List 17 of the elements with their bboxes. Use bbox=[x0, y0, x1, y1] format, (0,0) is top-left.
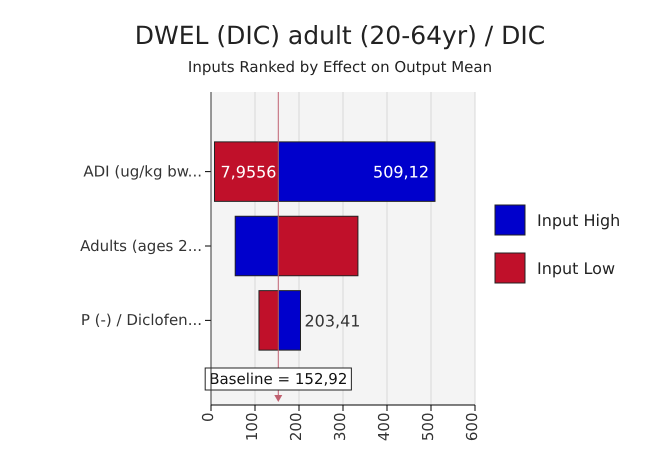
annotation: 509,12 bbox=[373, 162, 430, 182]
annotation: 7,9556 bbox=[220, 162, 276, 182]
y-tick-label: Adults (ages 2... bbox=[80, 236, 202, 255]
legend-label: Input Low bbox=[537, 259, 616, 278]
chart-subtitle: Inputs Ranked by Effect on Output Mean bbox=[188, 58, 492, 76]
y-tick-label: ADI (ug/kg bw... bbox=[83, 162, 202, 180]
x-tick-label: 400 bbox=[375, 412, 393, 442]
x-tick-label: 100 bbox=[243, 412, 261, 442]
x-tick-label: 600 bbox=[463, 412, 481, 442]
y-tick-label: P (-) / Diclofen... bbox=[80, 311, 202, 330]
chart-title: DWEL (DIC) adult (20-64yr) / DIC bbox=[134, 21, 546, 50]
annotation: 203,41 bbox=[304, 311, 360, 330]
x-tick-label: 200 bbox=[287, 412, 305, 442]
x-tick-label: 500 bbox=[419, 412, 437, 442]
x-tick-label: 0 bbox=[199, 412, 217, 422]
x-tick-label: 300 bbox=[331, 412, 349, 442]
legend-label: Input High bbox=[537, 211, 620, 230]
